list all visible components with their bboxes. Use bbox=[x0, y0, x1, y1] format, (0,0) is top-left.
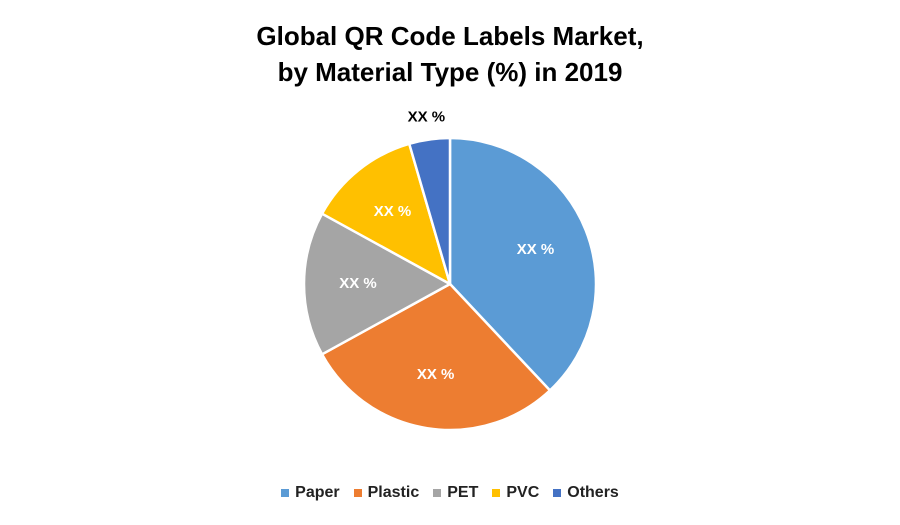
legend-item-others: Others bbox=[553, 484, 619, 502]
chart-title-line-2: by Material Type (%) in 2019 bbox=[277, 57, 623, 87]
pie-data-label-plastic: XX % bbox=[417, 366, 455, 383]
legend-swatch-paper bbox=[281, 489, 290, 497]
legend-label-pet: PET bbox=[447, 484, 479, 501]
legend-label-paper: Paper bbox=[295, 484, 340, 501]
pie-data-label-pvc: XX % bbox=[374, 203, 412, 220]
pie-slice-others bbox=[408, 136, 452, 286]
pie-data-label-pet: XX % bbox=[339, 275, 377, 292]
pie-slice-pvc bbox=[320, 142, 452, 286]
legend-item-plastic: Plastic bbox=[353, 484, 420, 502]
pie-slice-pet bbox=[302, 212, 452, 356]
legend-swatch-pvc bbox=[492, 489, 501, 497]
legend-label-plastic: Plastic bbox=[367, 484, 420, 501]
legend-item-pet: PET bbox=[433, 484, 478, 502]
chart-legend: Paper Plastic PET PVC Others bbox=[0, 484, 900, 502]
legend-item-paper: Paper bbox=[281, 484, 340, 502]
legend-swatch-others bbox=[553, 489, 562, 497]
legend-item-pvc: PVC bbox=[492, 484, 539, 502]
chart-title: Global QR Code Labels Market, by Materia… bbox=[0, 18, 900, 90]
legend-swatch-pet bbox=[433, 489, 442, 497]
pie-slice-paper bbox=[448, 136, 598, 392]
chart-title-line-1: Global QR Code Labels Market, bbox=[256, 21, 644, 51]
legend-label-others: Others bbox=[567, 484, 619, 501]
pie-slice-plastic bbox=[320, 282, 552, 432]
legend-swatch-plastic bbox=[353, 489, 362, 497]
pie-data-label-paper: XX % bbox=[517, 241, 555, 258]
pie-data-label-others: XX % bbox=[408, 109, 446, 126]
legend-label-pvc: PVC bbox=[506, 484, 540, 501]
